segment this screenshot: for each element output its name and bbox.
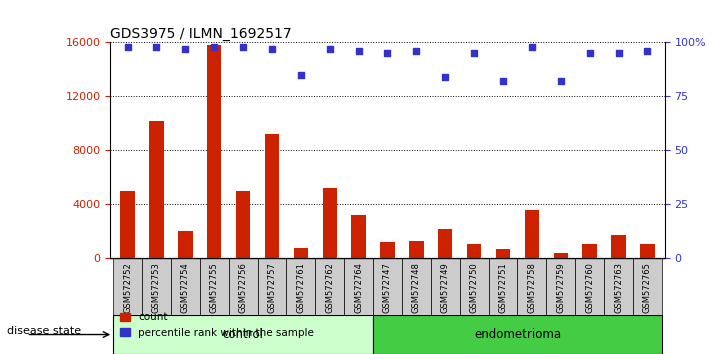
Bar [611,235,626,258]
Bar [438,229,452,258]
Bar [178,232,193,258]
Bar [496,249,510,258]
Text: GSM572751: GSM572751 [498,262,508,313]
Bar [554,253,568,258]
Point [324,46,336,52]
Text: GSM572752: GSM572752 [123,262,132,313]
Legend: count, percentile rank within the sample: count, percentile rank within the sample [115,308,319,342]
Point [439,74,451,80]
Text: GSM572748: GSM572748 [412,262,421,313]
Bar [200,258,229,335]
Bar [229,258,257,335]
Text: GSM572759: GSM572759 [556,262,565,313]
Text: disease state: disease state [7,326,81,336]
Bar [120,191,135,258]
Text: GSM572761: GSM572761 [296,262,305,313]
Point [237,44,249,50]
Point [498,79,509,84]
Point [584,51,595,56]
Text: GSM572758: GSM572758 [528,262,536,313]
Text: GSM572763: GSM572763 [614,262,623,313]
Text: GDS3975 / ILMN_1692517: GDS3975 / ILMN_1692517 [110,28,292,41]
Point [122,44,133,50]
Bar [294,248,308,258]
Text: GSM572755: GSM572755 [210,262,219,313]
Bar [323,188,337,258]
Text: GSM572750: GSM572750 [470,262,479,313]
Point [526,44,538,50]
Bar [315,258,344,335]
Bar [380,242,395,258]
Text: GSM572765: GSM572765 [643,262,652,313]
Bar [604,258,633,335]
Text: GSM572749: GSM572749 [441,262,450,313]
Bar [467,244,481,258]
Point [613,51,624,56]
Text: GSM572747: GSM572747 [383,262,392,313]
Text: endometrioma: endometrioma [474,328,561,341]
Text: GSM572760: GSM572760 [585,262,594,313]
Text: GSM572764: GSM572764 [354,262,363,313]
Bar [518,258,546,335]
Bar [525,210,539,258]
Bar [351,215,366,258]
Bar [142,258,171,335]
Point [295,72,306,78]
Point [208,44,220,50]
Bar [402,258,431,335]
Bar [171,258,200,335]
Text: GSM572753: GSM572753 [152,262,161,313]
Bar [287,258,315,335]
Bar [207,45,221,258]
Point [382,51,393,56]
Text: GSM572756: GSM572756 [239,262,247,313]
Text: control: control [223,328,264,341]
Bar [257,258,287,335]
Bar [264,134,279,258]
Point [353,48,364,54]
Point [180,46,191,52]
Text: GSM572757: GSM572757 [267,262,277,313]
Point [411,48,422,54]
Point [151,44,162,50]
Bar [373,315,662,354]
Bar [575,258,604,335]
Bar [582,244,597,258]
Bar [409,241,424,258]
Bar [460,258,488,335]
Text: GSM572754: GSM572754 [181,262,190,313]
Bar [344,258,373,335]
Bar [640,244,655,258]
Bar [431,258,460,335]
Bar [546,258,575,335]
Point [266,46,277,52]
Text: GSM572762: GSM572762 [325,262,334,313]
Bar [113,315,373,354]
Bar [373,258,402,335]
Bar [633,258,662,335]
Bar [149,121,164,258]
Bar [236,191,250,258]
Point [642,48,653,54]
Bar [488,258,518,335]
Point [555,79,567,84]
Bar [113,258,142,335]
Point [469,51,480,56]
